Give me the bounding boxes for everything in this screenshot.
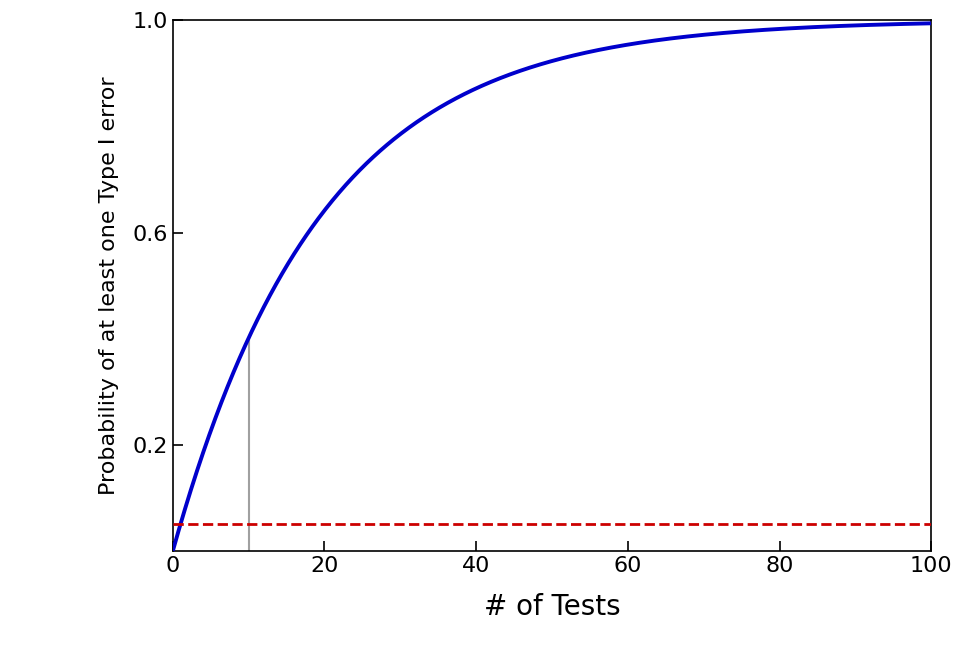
X-axis label: # of Tests: # of Tests (484, 593, 620, 620)
Y-axis label: Probability of at least one Type I error: Probability of at least one Type I error (99, 77, 119, 495)
